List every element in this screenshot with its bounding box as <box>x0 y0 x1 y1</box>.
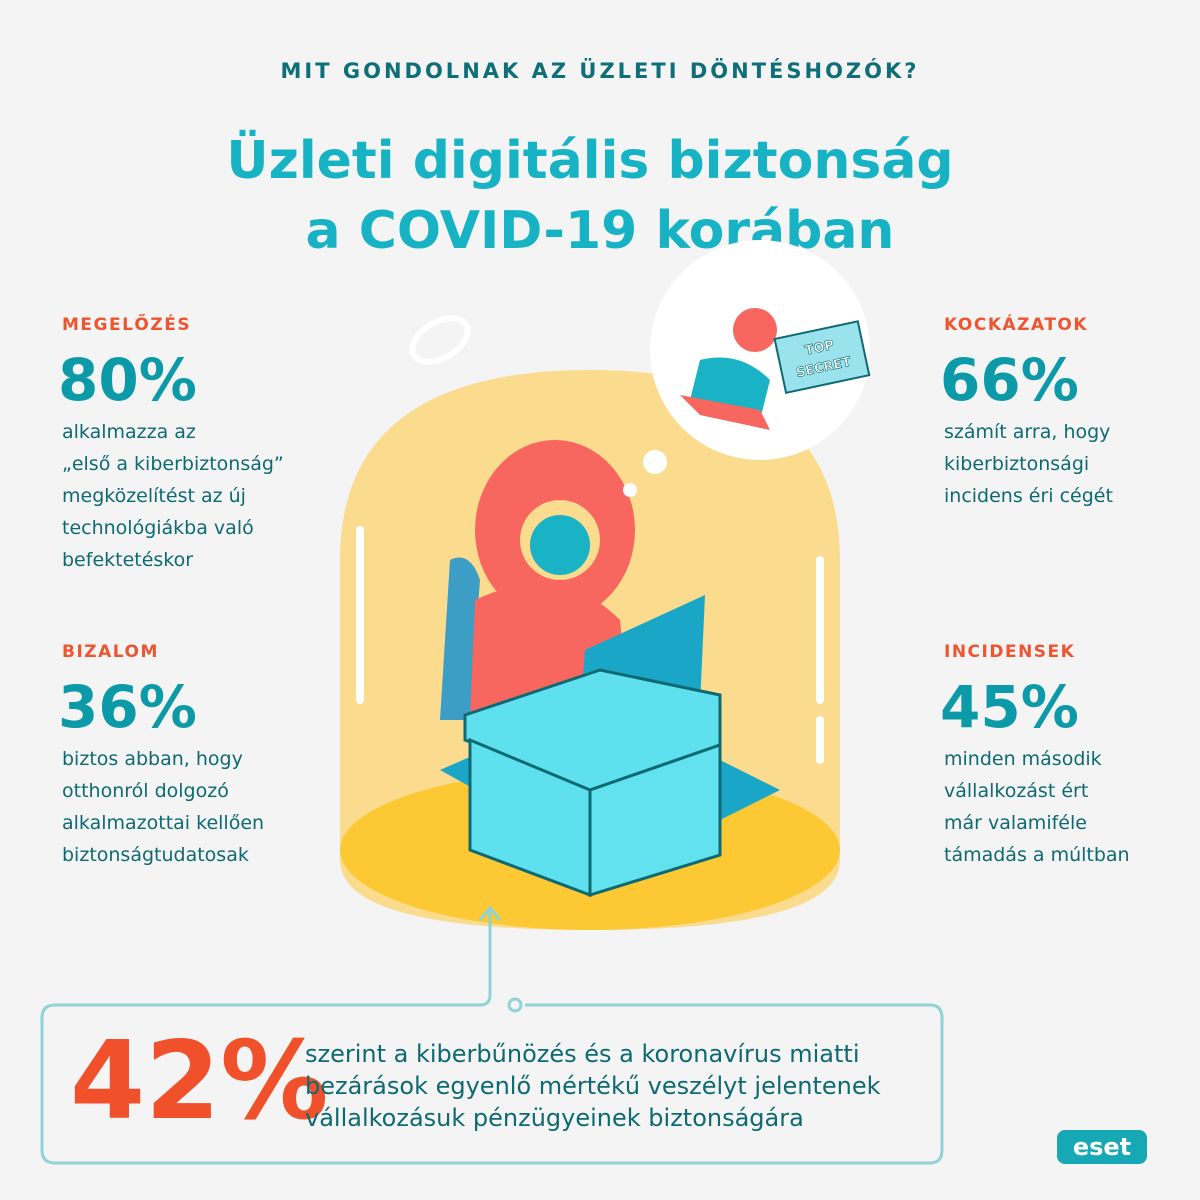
stat-value: 66% <box>940 346 1079 414</box>
stat-line: számít arra, hogy <box>944 421 1110 443</box>
stat-line: otthonról dolgozó <box>62 780 229 802</box>
logo: eset <box>1073 1133 1131 1161</box>
highlight <box>356 526 824 764</box>
highlight <box>409 315 471 365</box>
stat-line: alkalmazottai kellően <box>62 812 264 834</box>
stat-label: INCIDENSEK <box>944 642 1075 662</box>
stat-label: BIZALOM <box>62 642 159 662</box>
stat-line: alkalmazza az <box>62 421 196 443</box>
stat-line: biztonságtudatosak <box>62 844 249 866</box>
stat-label: KOCKÁZATOK <box>944 313 1088 335</box>
stat-line: kiberbiztonsági <box>944 453 1089 475</box>
callout-box <box>40 910 944 1165</box>
envelope-body <box>773 320 871 394</box>
logo-badge <box>1057 1130 1147 1164</box>
callout-line: szerint a kiberbűnözés és a koronavírus … <box>305 1040 859 1068</box>
stat-value: 45% <box>940 673 1079 741</box>
callout-line: bezárások egyenlő mértékű veszélyt jelen… <box>305 1072 881 1100</box>
chair <box>440 557 480 720</box>
stat-line: már valamiféle <box>944 812 1087 834</box>
stat-value: 36% <box>58 673 197 741</box>
kicker: MIT GONDOLNAK AZ ÜZLETI DÖNTÉSHOZÓK? <box>281 58 920 83</box>
illustration: TOP SECRET <box>340 240 871 930</box>
envelope: TOP SECRET <box>773 320 871 394</box>
callout-value: 42% <box>70 1019 329 1144</box>
title-line: Üzleti digitális biztonság <box>226 129 953 191</box>
envelope-text: TOP <box>804 338 836 359</box>
stat-line: megközelítést az új <box>62 485 246 507</box>
visor <box>530 515 590 575</box>
stat-line: támadás a múltban <box>944 844 1130 866</box>
stat-line: vállalkozást ért <box>944 780 1088 802</box>
callout-line: vállalkozásuk pénzügyeinek biztonságára <box>305 1104 804 1132</box>
thought-dot <box>643 450 667 474</box>
stat-label: MEGELŐZÉS <box>62 313 191 335</box>
stat-line: incidens éri cégét <box>944 485 1113 507</box>
stat-line: „első a kiberbiztonság” <box>62 453 284 475</box>
thief-legs <box>680 395 770 430</box>
thief-head <box>733 308 777 352</box>
stat-value: 80% <box>58 346 197 414</box>
stat-line: befektetéskor <box>62 549 193 571</box>
stat-line: biztos abban, hogy <box>62 748 243 770</box>
safe-front <box>588 742 722 898</box>
stat-line: technológiákba való <box>62 517 254 539</box>
stats: MEGELŐZÉS 80% alkalmazza az „első a kiberbi… <box>58 313 1130 866</box>
thought-dot <box>623 483 637 497</box>
callout-dot <box>507 997 523 1013</box>
arrow-head <box>478 905 502 921</box>
stat-line: minden második <box>944 748 1102 770</box>
